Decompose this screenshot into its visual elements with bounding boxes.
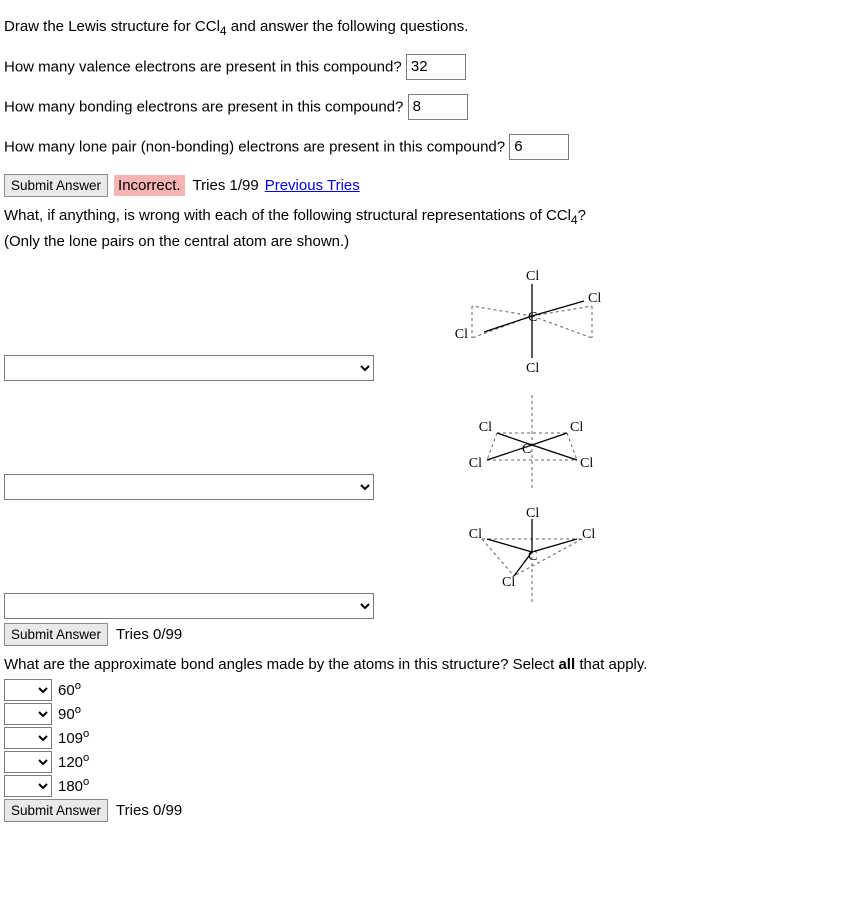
structure-select-1[interactable] [4,355,374,381]
q1-bonding-prompt: How many bonding electrons are present i… [4,98,403,115]
q2-prompt-a: What, if anything, is wrong with each of… [4,207,571,224]
atom-label: Cl [526,506,539,521]
q1-intro: Draw the Lewis structure for CCl4 and an… [4,16,837,40]
atom-label: C [528,310,537,325]
angle-select-180[interactable] [4,775,52,797]
angle-label: 60o [58,680,81,699]
q1-lonepair-prompt: How many lone pair (non-bonding) electro… [4,138,505,155]
angle-option-line: 120o [4,751,837,773]
atom-label: Cl [580,456,593,471]
angle-label: 120o [58,752,89,771]
q2-prompt-line2: (Only the lone pairs on the central atom… [4,231,837,252]
angle-option-line: 109o [4,727,837,749]
structure-select-2[interactable] [4,474,374,500]
atom-label: Cl [526,269,539,284]
angles-block: 60o 90o 109o 120o 180o [4,679,837,797]
q2-prompt-sub: 4 [571,213,578,227]
incorrect-badge: Incorrect. [114,175,185,196]
structure-row-3: Cl Cl Cl Cl C [4,504,837,619]
q3-tries: Tries 0/99 [116,802,182,819]
q1-feedback-row: Submit Answer Incorrect. Tries 1/99 Prev… [4,174,837,197]
structure-diagram-2: Cl Cl Cl Cl C [442,385,622,500]
submit-button-q3[interactable]: Submit Answer [4,799,108,822]
angle-option-line: 90o [4,703,837,725]
angle-select-120[interactable] [4,751,52,773]
q3-prompt-a: What are the approximate bond angles mad… [4,656,558,673]
q1-lonepair-row: How many lone pair (non-bonding) electro… [4,134,837,160]
q1-valence-row: How many valence electrons are present i… [4,54,837,80]
q2-tries: Tries 0/99 [116,626,182,643]
q3-submit-row: Submit Answer Tries 0/99 [4,799,837,822]
angle-select-90[interactable] [4,703,52,725]
valence-input[interactable] [406,54,466,80]
q3-prompt-b: that apply. [575,656,647,673]
atom-label: Cl [479,420,492,435]
q3-prompt-bold: all [558,656,575,673]
atom-label: Cl [526,361,539,376]
q1-intro-text-b: and answer the following questions. [227,18,469,35]
q1-intro-sub: 4 [220,24,227,38]
atom-label: Cl [570,420,583,435]
structure-diagram-3: Cl Cl Cl Cl C [442,504,622,619]
atom-label: Cl [469,527,482,542]
atom-label: Cl [588,291,601,306]
submit-button-q1[interactable]: Submit Answer [4,174,108,197]
angle-label: 109o [58,728,89,747]
angle-option-line: 60o [4,679,837,701]
atom-label: Cl [502,575,515,590]
structure-row-2: Cl Cl Cl Cl C [4,385,837,500]
lonepair-input[interactable] [509,134,569,160]
q1-bonding-row: How many bonding electrons are present i… [4,94,837,120]
q3-prompt: What are the approximate bond angles mad… [4,654,837,675]
q1-tries: Tries 1/99 [193,177,259,194]
atom-label: C [528,549,537,564]
atom-label: C [522,442,531,457]
angle-option-line: 180o [4,775,837,797]
atom-label: Cl [582,527,595,542]
q2-prompt-b: ? [578,207,586,224]
q2-prompt: What, if anything, is wrong with each of… [4,205,837,229]
q1-intro-text-a: Draw the Lewis structure for CCl [4,18,220,35]
q1-valence-prompt: How many valence electrons are present i… [4,58,402,75]
angle-label: 180o [58,776,89,795]
submit-button-q2[interactable]: Submit Answer [4,623,108,646]
atom-label: Cl [455,327,468,342]
atom-label: Cl [469,456,482,471]
structure-select-3[interactable] [4,593,374,619]
angle-select-60[interactable] [4,679,52,701]
structure-diagram-1: Cl Cl Cl Cl C [442,266,622,381]
bonding-input[interactable] [408,94,468,120]
structure-row-1: Cl Cl Cl Cl C [4,266,837,381]
previous-tries-link[interactable]: Previous Tries [265,177,360,194]
q2-submit-row: Submit Answer Tries 0/99 [4,623,837,646]
angle-select-109[interactable] [4,727,52,749]
angle-label: 90o [58,704,81,723]
